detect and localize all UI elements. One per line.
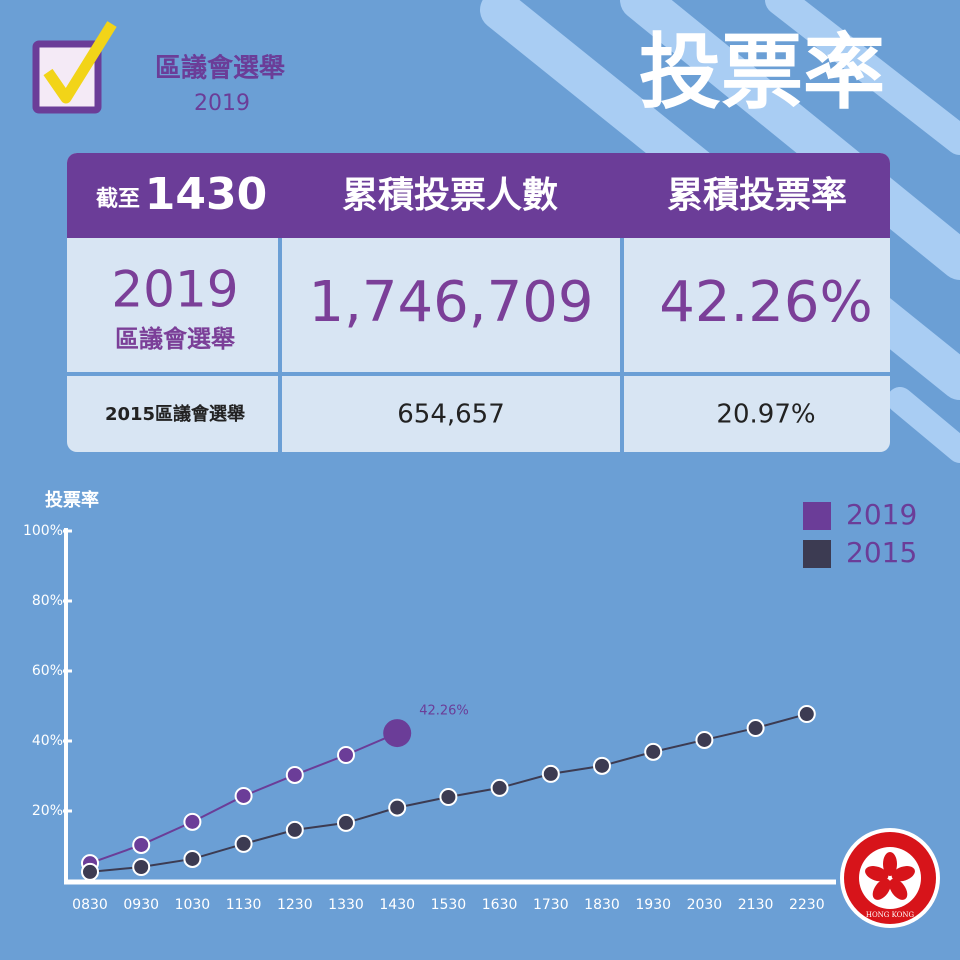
y-tick-label: 100% bbox=[23, 523, 63, 539]
legend-label: 2015 bbox=[846, 536, 917, 569]
table-cell: 20.97% bbox=[716, 400, 815, 430]
x-tick-label: 2030 bbox=[687, 897, 723, 913]
x-tick-label: 1230 bbox=[277, 897, 313, 913]
y-tick-label: 80% bbox=[32, 593, 63, 609]
data-point bbox=[746, 719, 765, 738]
x-tick-label: 1630 bbox=[482, 897, 518, 913]
table-cell: 42.26% bbox=[659, 270, 873, 335]
table-cell: 2015區議會選舉 bbox=[105, 403, 246, 425]
data-point bbox=[541, 764, 560, 783]
data-point bbox=[593, 756, 611, 775]
data-point bbox=[797, 705, 816, 724]
table-header: 1430 bbox=[145, 169, 267, 220]
x-tick-label: 1830 bbox=[584, 897, 620, 913]
table-cell: 2019 bbox=[111, 261, 238, 319]
data-point bbox=[439, 788, 458, 806]
table-header: 累積投票人數 bbox=[342, 175, 558, 216]
x-tick-label: 1430 bbox=[379, 897, 415, 913]
legend-swatch bbox=[803, 502, 831, 530]
y-axis-label: 投票率 bbox=[45, 489, 99, 511]
x-tick-label: 1930 bbox=[635, 897, 671, 913]
page-title: 投票率 bbox=[639, 25, 885, 120]
x-tick-label: 2230 bbox=[789, 897, 825, 913]
x-tick-label: 1530 bbox=[431, 897, 467, 913]
legend-label: 2019 bbox=[846, 498, 917, 531]
data-point bbox=[644, 742, 663, 761]
data-point bbox=[234, 834, 253, 853]
y-tick-label: 40% bbox=[32, 733, 63, 749]
legend-swatch bbox=[803, 540, 831, 568]
x-tick-label: 1330 bbox=[328, 897, 364, 913]
x-tick-label: 2130 bbox=[738, 897, 774, 913]
table-cell: 654,657 bbox=[397, 400, 505, 430]
x-tick-label: 0830 bbox=[72, 897, 108, 913]
event-year: 2019 bbox=[194, 91, 250, 116]
data-point bbox=[337, 813, 355, 832]
y-tick-label: 20% bbox=[32, 803, 63, 819]
data-point bbox=[234, 786, 253, 805]
data-point bbox=[132, 835, 151, 854]
data-point bbox=[337, 746, 355, 764]
table-header: 累積投票率 bbox=[667, 175, 847, 216]
data-point bbox=[285, 820, 304, 839]
table bbox=[67, 153, 890, 452]
table-cell: 1,746,709 bbox=[308, 270, 593, 335]
data-point bbox=[183, 812, 202, 831]
data-point bbox=[490, 778, 509, 797]
data-label: 42.26% bbox=[419, 704, 469, 719]
data-point bbox=[183, 849, 202, 868]
table-cell: 區議會選舉 bbox=[115, 325, 236, 353]
x-tick-label: 1130 bbox=[226, 897, 262, 913]
x-tick-label: 1730 bbox=[533, 897, 569, 913]
x-tick-label: 0930 bbox=[123, 897, 159, 913]
data-point bbox=[132, 858, 151, 876]
event-name: 區議會選舉 bbox=[155, 53, 286, 84]
table-header: 截至 bbox=[96, 187, 140, 212]
logo bbox=[32, 21, 117, 114]
data-point bbox=[81, 862, 99, 881]
data-point bbox=[383, 719, 412, 748]
x-tick-label: 1030 bbox=[175, 897, 211, 913]
data-point bbox=[695, 730, 714, 749]
data-point bbox=[285, 765, 304, 784]
y-tick-label: 60% bbox=[32, 663, 63, 679]
data-point bbox=[388, 798, 407, 817]
emblem-text: HONG KONG bbox=[866, 911, 915, 919]
emblem bbox=[840, 828, 940, 928]
